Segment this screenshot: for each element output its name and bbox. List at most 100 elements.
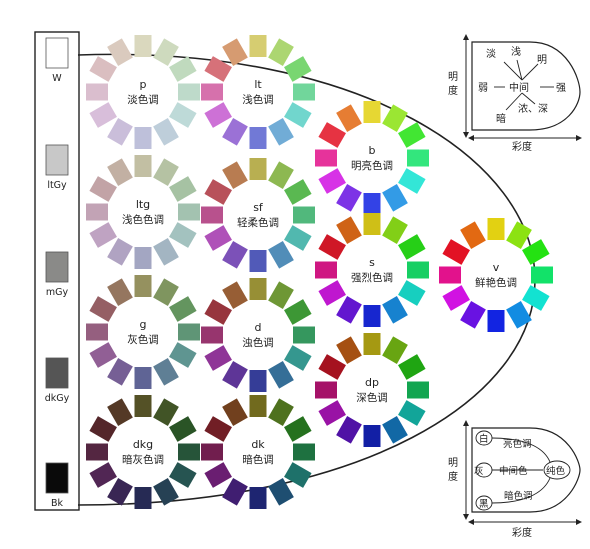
tone-swatch xyxy=(169,296,197,322)
tone-swatch xyxy=(89,342,117,368)
tone-swatch xyxy=(268,478,294,506)
tone-swatch xyxy=(398,354,426,380)
tone-name-label: 浅色调 xyxy=(242,93,274,106)
tone-swatch xyxy=(318,354,346,380)
tone-swatch xyxy=(204,56,232,82)
tone-swatch xyxy=(222,118,248,146)
tone-swatch xyxy=(249,395,267,417)
legend-top-word-weak: 弱 xyxy=(478,82,488,94)
tone-swatch xyxy=(222,361,248,389)
tone-wheel-dkg: dkg 暗灰色调 xyxy=(86,395,200,509)
tone-swatch xyxy=(293,83,315,101)
tone-swatch xyxy=(169,102,197,128)
tone-code-label: d xyxy=(255,321,262,334)
tone-swatch xyxy=(222,281,248,309)
tone-swatch xyxy=(363,213,381,235)
tone-swatch xyxy=(178,203,200,221)
tone-swatch xyxy=(201,443,223,461)
tone-swatch xyxy=(487,218,505,240)
tone-swatch xyxy=(134,155,152,177)
tone-swatch xyxy=(531,266,553,284)
tone-swatch xyxy=(153,278,179,306)
tone-swatch xyxy=(204,345,232,371)
tone-swatch xyxy=(318,122,346,148)
tone-name-label: 强烈色调 xyxy=(351,271,393,284)
tone-swatch xyxy=(86,83,108,101)
tone-swatch xyxy=(107,398,133,426)
tone-swatch xyxy=(460,221,486,249)
tone-swatch xyxy=(222,478,248,506)
tone-swatch xyxy=(318,400,346,426)
gray-swatch-ltgy xyxy=(45,144,69,176)
tone-swatch xyxy=(153,398,179,426)
tone-name-label: 明亮色调 xyxy=(351,159,393,172)
tone-swatch xyxy=(382,216,408,244)
tone-swatch xyxy=(363,305,381,327)
legend-bottom-y-label-2: 度 xyxy=(448,470,458,483)
legend-top-word-dark: 暗 xyxy=(496,112,506,125)
legend-top-y-label-1: 明 xyxy=(448,71,458,83)
legend-top-arrows xyxy=(494,59,554,111)
tone-wheel-ltg: ltg 浅色色调 xyxy=(86,155,200,269)
tone-swatch xyxy=(398,122,426,148)
tone-swatch xyxy=(249,250,267,272)
legend-bottom-y-arrowhead-up xyxy=(463,420,469,426)
tone-swatch xyxy=(506,221,532,249)
tone-swatch xyxy=(363,101,381,123)
legend-bottom-lower-curve xyxy=(491,477,551,504)
legend-top-x-arrowhead-right xyxy=(576,135,582,141)
legend-top-y-arrowhead-up xyxy=(463,34,469,40)
tone-swatch xyxy=(204,462,232,488)
tone-swatch xyxy=(363,425,381,447)
legend-top-word-pale: 淡 xyxy=(486,48,496,60)
legend-top-word-deep: 浓、深 xyxy=(518,103,548,115)
tone-swatch xyxy=(134,247,152,269)
legend-top-y-arrowhead-down xyxy=(463,132,469,138)
tone-name-label: 浊色调 xyxy=(242,336,274,349)
tone-swatch xyxy=(89,56,117,82)
tone-wheel-g: g 灰色调 xyxy=(86,275,200,389)
tone-code-label: v xyxy=(493,261,500,274)
tone-code-label: ltg xyxy=(136,198,150,211)
tone-code-label: p xyxy=(140,78,147,91)
tone-swatch xyxy=(293,443,315,461)
tone-swatch xyxy=(315,381,337,399)
tone-code-label: dp xyxy=(365,376,379,389)
tone-swatch xyxy=(506,301,532,329)
tone-swatch xyxy=(222,398,248,426)
tone-name-label: 暗灰色调 xyxy=(122,453,164,466)
tone-swatch xyxy=(398,400,426,426)
legend-bottom-word-light-tone: 亮色调 xyxy=(503,438,532,450)
legend-bottom-word-white: 白 xyxy=(479,433,489,445)
tone-swatch xyxy=(407,261,429,279)
tone-swatch xyxy=(178,83,200,101)
tone-swatch xyxy=(107,118,133,146)
tone-swatch xyxy=(107,278,133,306)
tone-swatch xyxy=(134,367,152,389)
gray-swatch-bk xyxy=(45,462,69,494)
legend-top-word-bright: 明 xyxy=(537,54,547,66)
legend-top-word-strong: 强 xyxy=(556,82,566,94)
tone-name-label: 轻柔色调 xyxy=(237,216,279,229)
tone-swatch xyxy=(204,179,232,205)
tone-swatch xyxy=(169,342,197,368)
gray-scale-frame xyxy=(34,31,80,511)
tone-swatch xyxy=(268,118,294,146)
tone-swatch xyxy=(268,241,294,269)
legend-bottom-y-arrowhead-down xyxy=(463,514,469,520)
tone-swatch xyxy=(268,161,294,189)
legend-top-word-middle: 中间 xyxy=(509,81,529,94)
legend-top-x-arrowhead-left xyxy=(468,135,474,141)
tone-swatch xyxy=(178,443,200,461)
tone-legend-bottom: 白 亮色调 灰 中间色 纯色 黑 暗色调 明 度 彩度 xyxy=(448,420,582,539)
tone-swatch xyxy=(293,206,315,224)
gray-label-bk: Bk xyxy=(51,498,64,509)
tone-swatch xyxy=(382,184,408,212)
tone-swatch xyxy=(284,345,312,371)
tone-code-label: g xyxy=(140,318,147,331)
tone-wheel-b: b 明亮色调 xyxy=(315,101,429,215)
tone-swatch xyxy=(107,358,133,386)
tone-swatch xyxy=(249,487,267,509)
